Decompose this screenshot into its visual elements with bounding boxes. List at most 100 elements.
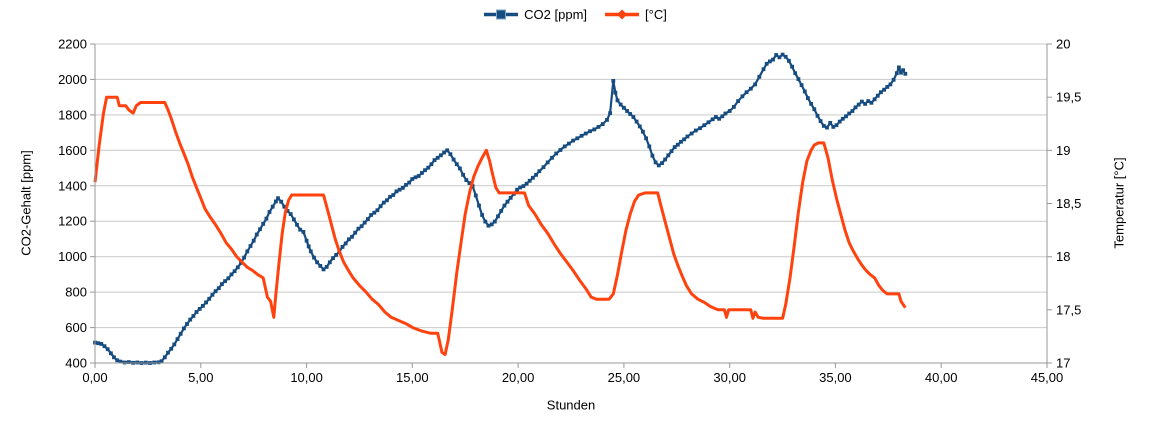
co2-point-marker [126,360,131,364]
co2-point-marker [856,102,861,107]
co2-point-marker [899,70,903,75]
co2-point-marker [276,196,280,201]
co2-point-marker [201,304,205,308]
y-axis-title-left: CO2-Gehalt [ppm] [18,150,34,256]
co2-point-marker [689,131,694,136]
co2-point-marker [295,222,299,227]
co2-point-marker [567,141,571,146]
co2-point-marker [226,276,231,281]
y-left-tick-label: 1400 [58,178,87,193]
co2-point-marker [672,145,677,149]
legend-label-co2: CO2 [ppm] [524,7,588,22]
x-tick-label: 0,00 [82,370,107,385]
co2-point-marker [740,94,745,99]
co2-point-marker [232,269,237,274]
x-axis-title: Stunden [546,397,596,413]
co2-point-marker [220,282,224,286]
co2-point-marker [118,359,123,364]
co2-point-marker [288,212,293,216]
co2-point-marker [717,116,721,121]
co2-point-marker [693,128,698,133]
co2-point-marker [727,109,732,113]
co2-point-marker [644,136,648,141]
co2-point-marker [818,119,823,123]
co2-point-marker [298,227,303,232]
co2-point-marker [267,210,272,214]
co2-point-marker [347,237,351,242]
co2-point-marker [628,112,633,116]
co2-point-marker [710,117,715,122]
co2-point-marker [489,222,494,227]
co2-point-marker [435,155,440,160]
co2-point-marker [885,85,890,89]
x-tick-label: 5,00 [188,370,213,385]
co2-point-marker [641,129,645,134]
co2-point-marker [545,160,550,165]
co2-point-marker [809,102,813,106]
co2-point-marker [825,125,829,130]
co2-point-marker [499,209,504,213]
co2-point-marker [301,230,306,234]
co2-point-marker [524,181,529,186]
co2-point-marker [292,217,296,222]
co2-point-marker [847,111,852,116]
co2-point-marker [279,199,284,204]
co2-point-marker [663,157,667,162]
co2-point-marker [821,124,826,128]
co2-point-marker [166,350,170,355]
co2-point-marker [251,238,256,243]
co2-point-marker [223,279,227,283]
co2-point-marker [375,208,380,213]
co2-point-marker [432,158,437,162]
y-left-tick-label: 2200 [58,37,87,52]
x-tick-label: 35,00 [819,370,852,385]
co2-point-marker [315,260,319,265]
co2-point-marker [812,107,817,112]
x-tick-label: 40,00 [925,370,958,385]
y-left-tick-label: 800 [65,285,87,300]
y-right-ticks: 17 17,5 18 18,5 19 19,5 20 [1047,37,1081,371]
co2-point-marker [720,114,725,119]
co2-point-marker [531,175,535,180]
co2-point-marker [327,260,332,265]
co2-point-marker [467,181,472,185]
co2-point-marker [837,119,842,124]
co2-point-marker [483,219,488,224]
co2-point-marker [248,244,253,248]
co2-point-marker [304,238,309,243]
co2-point-marker [534,172,538,177]
co2-point-marker [853,105,858,110]
diamond-marker-icon [617,9,628,20]
co2-point-marker [162,355,167,360]
co2-point-marker [178,331,183,336]
co2-point-marker [324,265,329,269]
co2-point-marker [834,123,839,128]
co2-point-marker [815,113,820,118]
co2-series [93,52,908,365]
co2-point-marker [331,256,335,260]
co2-point-marker [439,153,443,158]
co2-point-marker [806,96,810,100]
co2-point-marker [480,213,484,217]
co2-point-marker [394,189,399,194]
co2-point-marker [882,87,886,92]
temp-series-line [93,95,907,356]
co2-point-marker [99,342,104,346]
co2-point-marker [185,322,189,326]
co2-point-marker [385,198,389,203]
co2-point-marker [669,149,674,154]
co2-point-marker [448,152,453,157]
y-left-tick-label: 600 [65,320,87,335]
co2-point-marker [600,122,605,126]
legend-item-temp: [°C] [605,7,667,22]
temp-line-marker-icon [605,9,640,20]
co2-point-marker [197,307,202,311]
co2-point-marker [188,317,193,322]
axes [94,44,1048,364]
co2-point-marker [796,77,801,81]
co2-point-marker [653,160,658,165]
co2-point-marker [413,175,418,180]
co2-point-marker [391,193,396,197]
co2-point-marker [840,116,845,121]
co2-point-marker [404,183,408,187]
